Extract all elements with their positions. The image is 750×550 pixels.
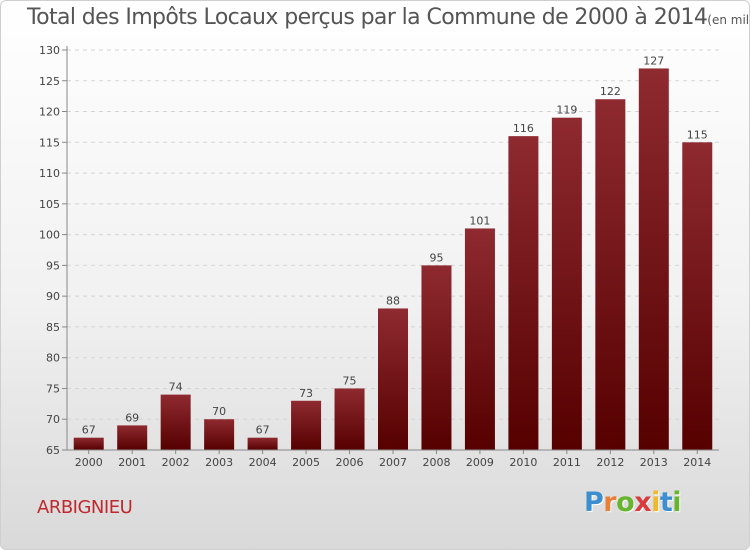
logo-letter: i <box>672 487 682 518</box>
bar-2013 <box>638 68 669 450</box>
y-tick-label-115: 115 <box>39 136 60 149</box>
bar-2000 <box>73 437 104 450</box>
y-tick-label-70: 70 <box>46 413 60 426</box>
x-tick-label-2009: 2009 <box>466 456 494 469</box>
x-tick-label-2001: 2001 <box>118 456 146 469</box>
y-tick-label-90: 90 <box>46 290 60 303</box>
axes: 65 70 75 80 85 90 95 100 105 110 115 120 125 130 2000 2… <box>39 44 719 469</box>
y-tick-label-120: 120 <box>39 106 60 119</box>
y-tick-label-65: 65 <box>46 444 60 457</box>
value-label-2005: 73 <box>299 387 313 400</box>
y-tick-label-110: 110 <box>39 167 60 180</box>
proxiti-logo: Proxiti <box>584 487 682 518</box>
x-tick-label-2011: 2011 <box>553 456 581 469</box>
value-label-2011: 119 <box>556 104 577 117</box>
y-tick-label-105: 105 <box>39 198 60 211</box>
logo-letter: t <box>659 487 673 518</box>
value-label-2006: 75 <box>343 374 357 387</box>
chart-title-unit: (en milliers d'€) <box>707 13 750 27</box>
bar-2004 <box>247 437 278 450</box>
x-tick-label-2008: 2008 <box>422 456 450 469</box>
value-label-2003: 70 <box>212 405 226 418</box>
bar-2012 <box>595 99 626 450</box>
x-tick-label-2004: 2004 <box>249 456 277 469</box>
bar-2005 <box>291 400 322 450</box>
x-tick-label-2006: 2006 <box>336 456 364 469</box>
x-tick-label-2002: 2002 <box>162 456 190 469</box>
chart-title: Total des Impôts Locaux perçus par la Co… <box>27 5 750 30</box>
value-label-2009: 101 <box>469 214 490 227</box>
logo-letter: x <box>634 487 652 518</box>
y-tick-label-80: 80 <box>46 352 60 365</box>
bar-2010 <box>508 136 539 450</box>
x-tick-label-2003: 2003 <box>205 456 233 469</box>
y-tick-label-125: 125 <box>39 75 60 88</box>
bar-2008 <box>421 265 452 450</box>
x-tick-label-2005: 2005 <box>292 456 320 469</box>
chart-title-main: Total des Impôts Locaux perçus par la Co… <box>27 5 708 30</box>
bar-2003 <box>204 419 235 450</box>
logo-letter: P <box>584 487 604 518</box>
x-tick-label-2012: 2012 <box>596 456 624 469</box>
bar-2001 <box>117 425 148 450</box>
bar-2007 <box>378 308 408 450</box>
value-label-2004: 67 <box>256 424 270 437</box>
value-label-2001: 69 <box>125 411 139 424</box>
value-label-2013: 127 <box>643 54 664 67</box>
bars: 67 69 74 70 67 73 75 88 95 101 116 119 122 127 115 <box>73 54 713 451</box>
value-label-2012: 122 <box>600 85 621 98</box>
x-tick-label-2007: 2007 <box>379 456 407 469</box>
x-tick-label-2000: 2000 <box>75 456 103 469</box>
x-tick-label-2013: 2013 <box>640 456 668 469</box>
bar-2006 <box>334 388 365 450</box>
logo-letter: o <box>616 487 635 518</box>
value-label-2002: 74 <box>169 381 183 394</box>
value-label-2014: 115 <box>687 128 708 141</box>
y-tick-label-95: 95 <box>46 259 60 272</box>
y-tick-label-100: 100 <box>39 229 60 242</box>
bar-2009 <box>464 228 495 450</box>
bar-2014 <box>682 142 713 451</box>
value-label-2008: 95 <box>429 251 443 264</box>
x-tick-label-2010: 2010 <box>509 456 537 469</box>
y-tick-label-75: 75 <box>46 382 60 395</box>
y-tick-label-85: 85 <box>46 321 60 334</box>
value-label-2010: 116 <box>513 122 534 135</box>
commune-name: ARBIGNIEU <box>37 497 133 518</box>
y-tick-label-130: 130 <box>39 44 60 57</box>
value-label-2000: 67 <box>82 424 96 437</box>
bar-2011 <box>551 117 582 450</box>
logo-letter: i <box>651 487 660 518</box>
value-label-2007: 88 <box>386 294 400 307</box>
bar-2002 <box>160 394 191 450</box>
logo-letter: r <box>603 487 617 518</box>
x-tick-label-2014: 2014 <box>683 456 711 469</box>
